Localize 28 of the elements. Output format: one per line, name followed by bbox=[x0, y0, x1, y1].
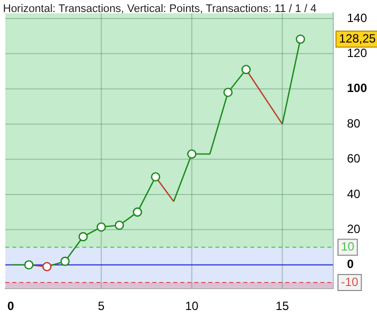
y-tick-label: 80 bbox=[347, 116, 361, 130]
point bbox=[60, 256, 70, 266]
point bbox=[114, 220, 124, 230]
y-tick-label: 20 bbox=[347, 222, 361, 236]
y-tick-label: 100 bbox=[347, 81, 368, 96]
y-tick-label: 40 bbox=[347, 186, 361, 201]
x-tick-label: 5 bbox=[98, 299, 105, 314]
x-tick-label: 10 bbox=[185, 299, 199, 314]
point bbox=[42, 262, 52, 272]
ref-line-label: -10 bbox=[341, 274, 359, 289]
y-tick-label: 120 bbox=[347, 46, 368, 60]
point bbox=[24, 260, 34, 270]
y-tick-label: 60 bbox=[347, 152, 361, 166]
chart-title: Horizontal: Transactions, Vertical: Points, Transactions: 11 / 1 / 4 bbox=[3, 3, 316, 15]
point bbox=[78, 232, 88, 242]
point bbox=[223, 88, 233, 98]
y-tick-label: 0 bbox=[347, 257, 354, 272]
y-tick-label: 140 bbox=[347, 10, 368, 25]
point bbox=[241, 64, 251, 74]
point bbox=[132, 207, 142, 217]
x-tick-label: 0 bbox=[7, 299, 14, 314]
ref-line-label: 10 bbox=[341, 240, 355, 254]
x-tick-label: 15 bbox=[276, 299, 290, 314]
text: 128,25 bbox=[339, 31, 376, 46]
point bbox=[187, 149, 196, 159]
point bbox=[96, 222, 106, 232]
point bbox=[150, 172, 160, 182]
point bbox=[296, 34, 306, 44]
